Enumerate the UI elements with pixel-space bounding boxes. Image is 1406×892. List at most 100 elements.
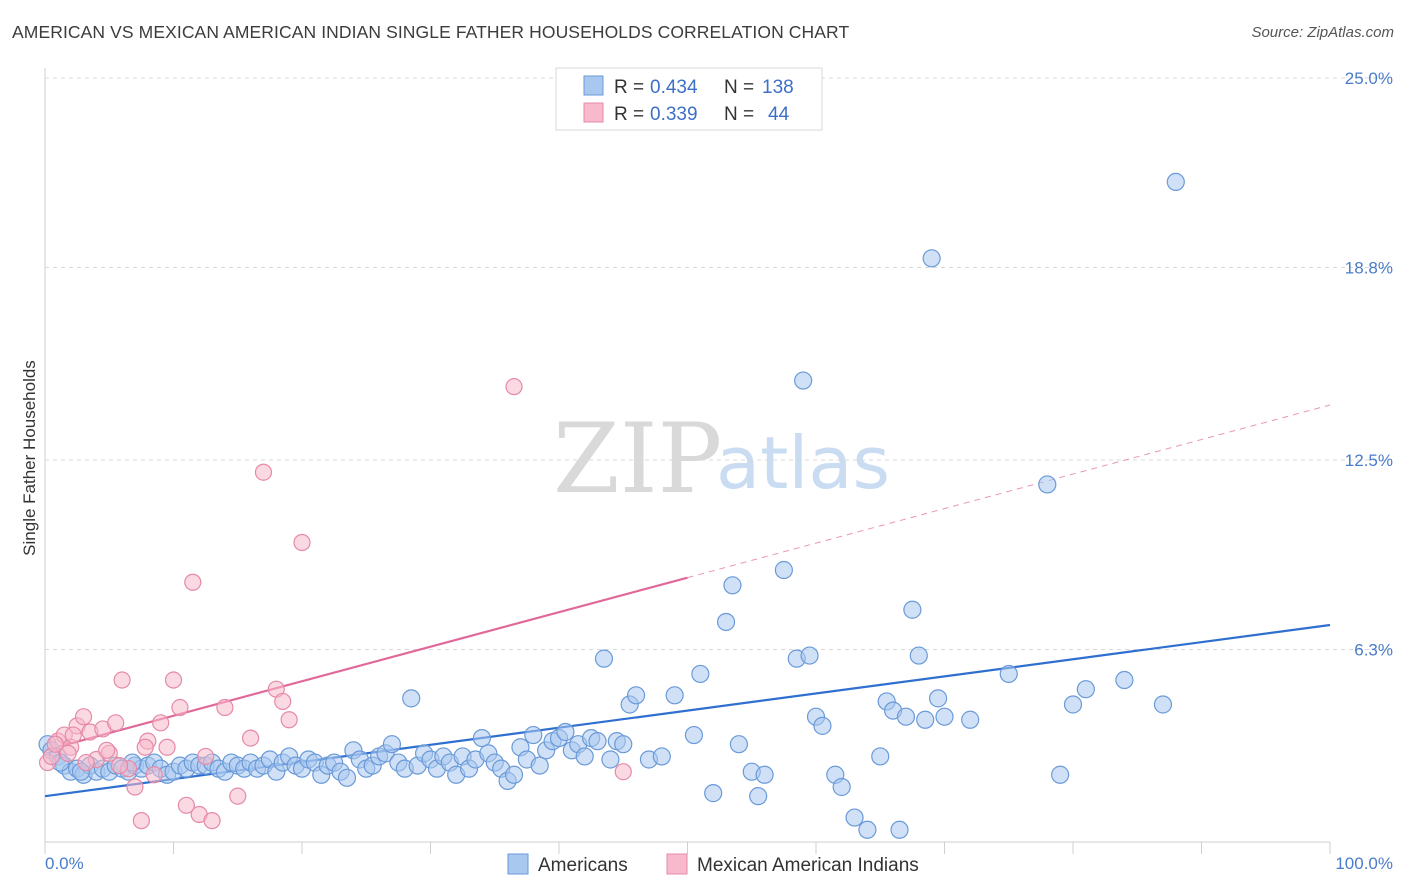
point-americans bbox=[1153, 695, 1173, 714]
point-americans bbox=[382, 735, 402, 754]
point-mexican-american-indians bbox=[280, 711, 298, 729]
point-americans bbox=[794, 371, 813, 390]
point-americans bbox=[626, 686, 646, 705]
point-mexican-american-indians bbox=[77, 753, 95, 772]
point-americans bbox=[755, 765, 774, 784]
point-mexican-american-indians bbox=[74, 708, 93, 726]
bottom-legend-swatch-americans bbox=[507, 853, 529, 875]
points-layer bbox=[38, 172, 1185, 839]
point-americans bbox=[594, 649, 614, 668]
point-mexican-american-indians bbox=[229, 787, 247, 805]
legend-n-value-0: 138 bbox=[762, 77, 794, 98]
point-mexican-american-indians bbox=[132, 812, 150, 830]
point-mexican-american-indians bbox=[98, 741, 116, 759]
point-americans bbox=[652, 747, 671, 766]
point-americans bbox=[402, 689, 421, 708]
bottom-legend: Americans Mexican American Indians bbox=[507, 853, 919, 876]
point-americans bbox=[1166, 172, 1185, 192]
y-tick-label: 25.0% bbox=[1345, 69, 1393, 88]
watermark-zip: ZIP bbox=[553, 403, 722, 515]
point-americans bbox=[504, 765, 524, 784]
watermark-atlas: atlas bbox=[716, 421, 890, 505]
point-mexican-american-indians bbox=[293, 533, 311, 552]
legend-swatch-americans bbox=[583, 75, 604, 96]
point-americans bbox=[1038, 475, 1057, 494]
point-americans bbox=[896, 707, 916, 726]
point-americans bbox=[530, 756, 549, 775]
legend-r-label-1: R = bbox=[614, 104, 644, 125]
point-americans bbox=[588, 732, 607, 751]
point-mexican-american-indians bbox=[184, 573, 202, 591]
legend-n-value-1: 44 bbox=[768, 104, 790, 125]
point-americans bbox=[1051, 765, 1070, 784]
point-americans bbox=[774, 560, 793, 580]
point-americans bbox=[704, 784, 723, 803]
legend-r-label-0: R = bbox=[614, 77, 644, 98]
point-americans bbox=[858, 820, 877, 839]
point-americans bbox=[916, 710, 935, 729]
point-americans bbox=[716, 612, 736, 632]
point-americans bbox=[845, 808, 864, 827]
point-americans bbox=[903, 600, 922, 619]
point-americans bbox=[1063, 695, 1083, 714]
point-mexican-american-indians bbox=[110, 756, 129, 775]
point-americans bbox=[729, 735, 749, 754]
chart-title: AMERICAN VS MEXICAN AMERICAN INDIAN SING… bbox=[12, 22, 850, 42]
x-tick-label: 0.0% bbox=[45, 854, 84, 873]
point-americans bbox=[928, 689, 948, 708]
y-tick-label: 12.5% bbox=[1345, 451, 1393, 470]
point-mexican-american-indians bbox=[126, 778, 144, 796]
point-americans bbox=[524, 725, 543, 745]
point-americans bbox=[691, 664, 710, 684]
point-mexican-american-indians bbox=[64, 726, 82, 744]
point-mexican-american-indians bbox=[46, 735, 64, 753]
point-mexican-american-indians bbox=[197, 747, 215, 766]
point-mexican-american-indians bbox=[136, 738, 154, 756]
point-mexican-american-indians bbox=[254, 463, 273, 481]
top-legend: R = 0.434 N = 138 R = 0.339 N = 44 bbox=[555, 67, 823, 131]
point-americans bbox=[890, 820, 909, 839]
point-americans bbox=[800, 646, 819, 665]
legend-n-label-0: N = bbox=[724, 77, 754, 98]
axis-layer: 6.3% 12.5% 18.8% 25.0% 0.0% 100.0% bbox=[44, 68, 1393, 873]
point-americans bbox=[723, 576, 742, 595]
trend-line-mexican-american-indians bbox=[44, 576, 688, 752]
point-americans bbox=[665, 686, 684, 705]
point-americans bbox=[575, 747, 594, 766]
point-mexican-american-indians bbox=[216, 698, 234, 717]
point-mexican-american-indians bbox=[164, 671, 183, 689]
trend-line-mexican-american-indians-extension bbox=[687, 404, 1331, 579]
y-tick-label: 6.3% bbox=[1354, 640, 1393, 659]
point-mexican-american-indians bbox=[274, 692, 292, 711]
point-americans bbox=[749, 787, 768, 806]
y-tick-label: 18.8% bbox=[1345, 258, 1393, 277]
point-mexican-american-indians bbox=[614, 763, 632, 781]
point-americans bbox=[871, 747, 890, 766]
legend-n-label-1: N = bbox=[724, 104, 754, 125]
point-americans bbox=[614, 735, 633, 754]
grid-layer bbox=[45, 77, 1390, 650]
point-mexican-american-indians bbox=[505, 378, 523, 396]
bottom-legend-label-americans: Americans bbox=[538, 855, 628, 876]
point-mexican-american-indians bbox=[59, 744, 77, 762]
legend-swatch-mexican-american-indians bbox=[583, 102, 604, 123]
point-americans bbox=[1115, 670, 1134, 690]
x-tick-label: 100.0% bbox=[1335, 854, 1393, 873]
y-axis-label: Single Father Households bbox=[20, 360, 39, 556]
point-mexican-american-indians bbox=[113, 671, 131, 689]
bottom-legend-label-mexican-american-indians: Mexican American Indians bbox=[697, 855, 919, 876]
point-americans bbox=[832, 777, 851, 797]
point-mexican-american-indians bbox=[203, 812, 221, 830]
point-americans bbox=[472, 728, 491, 748]
point-americans bbox=[813, 716, 832, 735]
point-americans bbox=[961, 710, 980, 729]
point-americans bbox=[556, 722, 575, 742]
legend-r-value-1: 0.339 bbox=[650, 104, 698, 125]
point-americans bbox=[909, 646, 928, 665]
point-americans bbox=[337, 768, 357, 787]
point-americans bbox=[684, 725, 704, 745]
point-americans bbox=[935, 707, 954, 726]
point-mexican-american-indians bbox=[107, 714, 125, 732]
point-mexican-american-indians bbox=[145, 766, 163, 784]
